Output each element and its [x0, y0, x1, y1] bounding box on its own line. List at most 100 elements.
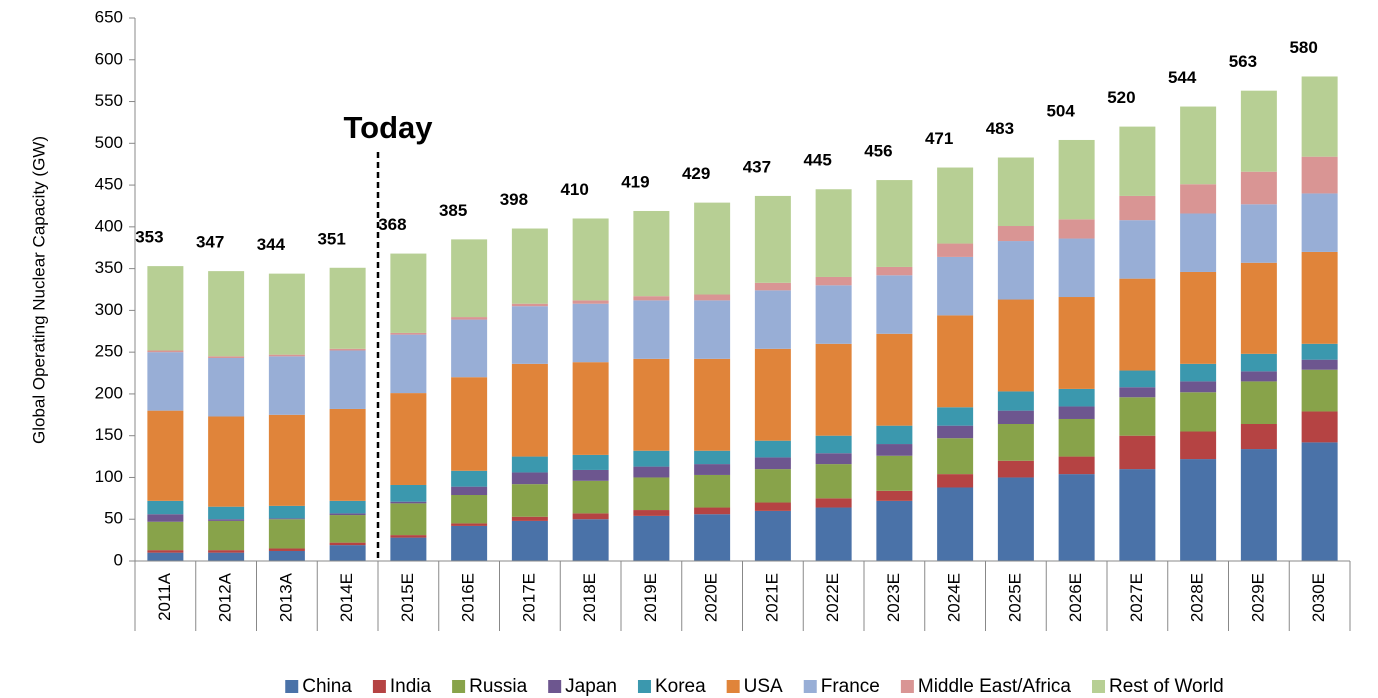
bar-segment — [937, 425, 974, 439]
bar-segment — [997, 391, 1034, 411]
bar-segment — [451, 525, 488, 561]
legend-label: China — [302, 676, 352, 697]
bar-segment — [633, 515, 670, 561]
bar-segment — [329, 515, 366, 543]
total-label: 437 — [743, 157, 771, 176]
total-label: 563 — [1229, 52, 1257, 71]
bar-segment — [511, 520, 548, 561]
legend-swatch — [285, 680, 299, 693]
bar-segment — [633, 466, 670, 478]
bar-segment — [1058, 297, 1095, 389]
bar-segment — [268, 519, 305, 549]
total-label: 544 — [1168, 68, 1197, 87]
legend-label: Rest of World — [1109, 676, 1224, 697]
bar-segment — [1301, 76, 1338, 157]
bar-segment — [208, 356, 245, 359]
bar-segment — [329, 408, 366, 501]
bar-segment — [754, 348, 791, 441]
bar-segment — [147, 552, 184, 561]
bar-segment — [511, 306, 548, 364]
x-tick-label: 2024E — [945, 573, 964, 622]
bar-segment — [694, 300, 731, 359]
bar-segment — [633, 296, 670, 301]
bar-segment — [754, 502, 791, 511]
bar-segment — [329, 350, 366, 409]
legend-label: Korea — [655, 676, 706, 697]
bar-segment — [633, 300, 670, 359]
bar-segment — [390, 535, 427, 538]
y-axis-label: Global Operating Nuclear Capacity (GW) — [29, 136, 48, 444]
bar-segment — [1301, 442, 1338, 561]
x-tick-label: 2028E — [1188, 573, 1207, 622]
bar-segment — [208, 519, 245, 521]
bar-segment — [876, 266, 913, 276]
total-label: 353 — [135, 228, 163, 247]
bar-segment — [268, 356, 305, 415]
bar-segment — [1301, 251, 1338, 344]
bar-segment — [694, 450, 731, 465]
bar-segment — [815, 189, 852, 277]
bar-segment — [937, 315, 974, 408]
bar-segment — [208, 506, 245, 520]
bar-segment — [1119, 195, 1156, 221]
x-tick-label: 2023E — [884, 573, 903, 622]
bar-segment — [208, 550, 245, 553]
bar-segment — [1119, 435, 1156, 470]
bar-segment — [511, 472, 548, 485]
bar-segment — [451, 523, 488, 526]
bar-segment — [876, 444, 913, 456]
bar-segment — [329, 500, 366, 514]
legend-swatch — [452, 680, 466, 693]
bar-segment — [633, 450, 670, 467]
bar-segment — [1240, 171, 1277, 205]
bar-segment — [937, 243, 974, 257]
bar-segment — [572, 469, 609, 481]
bar-segment — [268, 505, 305, 519]
bar-segment — [1058, 219, 1095, 239]
bar-segment — [390, 503, 427, 536]
x-tick-label: 2013A — [276, 572, 295, 622]
legend-swatch — [1092, 680, 1106, 693]
bar-segment — [694, 294, 731, 301]
bar-segment — [1180, 213, 1217, 272]
bar-segment — [268, 414, 305, 506]
bar-segment — [694, 464, 731, 475]
bar-segment — [997, 460, 1034, 478]
bar-segment — [815, 276, 852, 286]
bar-segment — [147, 410, 184, 501]
bar-segment — [815, 453, 852, 465]
bar-segment — [268, 273, 305, 355]
bar-segment — [876, 500, 913, 561]
total-label: 410 — [560, 180, 588, 199]
bar-segment — [1119, 126, 1156, 196]
bar-segment — [268, 354, 305, 357]
bar-segment — [633, 358, 670, 451]
bar-segment — [997, 423, 1034, 461]
bar-segment — [268, 550, 305, 561]
bar-segment — [268, 518, 305, 520]
bar-segment — [997, 477, 1034, 561]
bar-segment — [208, 552, 245, 561]
bar-segment — [147, 266, 184, 351]
bar-segment — [815, 285, 852, 344]
bar-segment — [390, 334, 427, 394]
bar-segment — [329, 267, 366, 349]
y-tick-label: 650 — [95, 7, 123, 26]
bar-segment — [451, 317, 488, 320]
bar-segment — [572, 454, 609, 470]
x-tick-label: 2027E — [1127, 573, 1146, 622]
x-tick-label: 2011A — [155, 572, 174, 621]
bar-segment — [572, 519, 609, 561]
bar-segment — [268, 548, 305, 551]
total-label: 445 — [803, 151, 831, 170]
legend-swatch — [726, 680, 740, 693]
x-tick-label: 2022E — [823, 573, 842, 622]
bar-segment — [1119, 220, 1156, 279]
bar-segment — [390, 484, 427, 502]
bar-segment — [815, 507, 852, 561]
total-label: 471 — [925, 129, 953, 148]
bar-segment — [147, 350, 184, 353]
x-tick-label: 2012A — [216, 572, 235, 622]
total-label: 456 — [864, 142, 892, 161]
legend-label: India — [390, 676, 432, 697]
